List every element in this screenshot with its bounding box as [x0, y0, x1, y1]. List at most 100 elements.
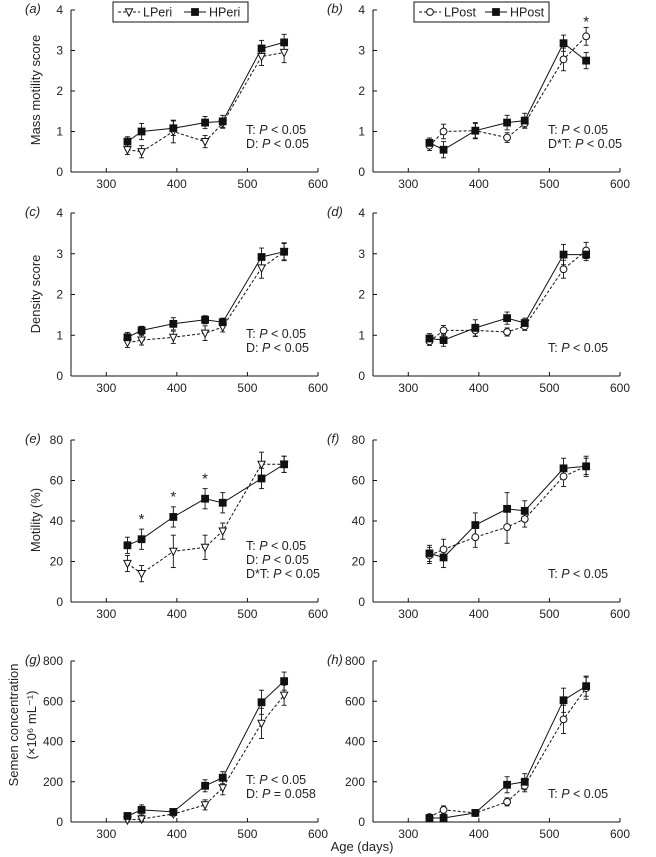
y-tick-label: 80 [352, 433, 366, 447]
y-tick-label: 1 [358, 328, 365, 342]
data-point-hperi [218, 773, 227, 782]
legend-box [413, 1, 550, 23]
panel-f: 0 20 40 60 80 300 400 500 600 (f) T: P < 0.05 [327, 431, 630, 621]
y-tick-label: 3 [358, 247, 365, 261]
data-point-hpost [425, 549, 434, 558]
y-tick-label: 600 [43, 694, 63, 708]
data-point-hpost [559, 250, 568, 259]
x-tick-label: 600 [610, 827, 630, 841]
data-point-hperi [169, 124, 178, 133]
x-tick-label: 500 [539, 381, 559, 395]
x-tick-label: 400 [469, 607, 489, 621]
y-axis-label-concentration: Semen concentration [6, 664, 21, 787]
x-tick-label: 300 [398, 827, 418, 841]
data-point-hpost [471, 521, 480, 529]
significance-star: * [170, 489, 176, 506]
data-point-lpost [559, 472, 568, 481]
data-point-hpost [425, 138, 434, 147]
y-tick-label: 80 [50, 433, 64, 447]
x-tick-label: 400 [167, 827, 187, 841]
data-point-hpost [503, 314, 511, 323]
x-tick-label: 600 [610, 607, 630, 621]
y-tick-label: 4 [56, 206, 63, 220]
stat-annotation: T: P < 0.05 [548, 567, 608, 581]
data-point-hperi [201, 494, 209, 503]
data-point-lpost [439, 545, 448, 554]
stat-annotation: T: P < 0.05 [246, 773, 306, 787]
data-point-hpost [520, 319, 529, 327]
data-point-lpost [503, 328, 511, 336]
y-tick-label: 0 [56, 595, 63, 609]
x-tick-label: 500 [539, 827, 559, 841]
y-tick-label: 800 [345, 654, 365, 668]
x-tick-label: 400 [167, 177, 187, 191]
y-tick-label: 2 [56, 288, 63, 302]
x-tick-label: 500 [237, 177, 257, 191]
x-tick-label: 500 [237, 381, 257, 395]
data-point-lpost [439, 127, 448, 136]
data-point-hpost [520, 506, 529, 515]
y-tick-label: 0 [358, 369, 365, 383]
legend-marker-high [191, 8, 199, 16]
data-point-hpost [520, 116, 529, 125]
x-tick-label: 500 [237, 607, 257, 621]
data-point-lpost [559, 715, 568, 724]
y-tick-label: 400 [43, 735, 63, 749]
data-point-hpost [520, 777, 529, 786]
data-point-hpost [439, 553, 448, 562]
data-point-lpost [503, 133, 511, 142]
x-axis-label-age: Age (days) [331, 839, 394, 854]
data-point-lpost [582, 32, 591, 41]
panel-b: 0 1 2 3 4 300 400 500 600 (b) * T: P < 0.05D*T: P <… [327, 1, 630, 191]
x-tick-label: 300 [96, 177, 116, 191]
y-tick-label: 4 [358, 206, 365, 220]
y-tick-label: 4 [358, 3, 365, 17]
data-point-hperi [169, 808, 178, 816]
legend-label-low: LPost [444, 6, 476, 20]
y-tick-label: 3 [56, 44, 63, 58]
data-point-hpost [503, 504, 511, 513]
data-point-hperi [280, 38, 289, 47]
data-point-hpost [471, 324, 480, 332]
data-point-hperi [218, 318, 227, 327]
data-point-hpost [582, 250, 591, 259]
stat-annotation: D: P < 0.05 [246, 553, 309, 567]
x-tick-label: 500 [539, 177, 559, 191]
y-tick-label: 20 [50, 555, 64, 569]
x-tick-label: 300 [96, 827, 116, 841]
data-point-lperi [137, 570, 146, 579]
data-point-hpost [582, 56, 591, 65]
data-point-hperi [218, 498, 227, 507]
y-tick-label: 800 [43, 654, 63, 668]
stat-annotation: T: P < 0.05 [246, 123, 306, 137]
x-tick-label: 600 [308, 827, 328, 841]
x-tick-label: 600 [610, 381, 630, 395]
data-point-lpost [439, 806, 448, 814]
data-point-hpost [425, 334, 434, 343]
data-point-hperi [280, 460, 289, 469]
y-tick-label: 1 [56, 328, 63, 342]
panel-label: (d) [327, 204, 343, 219]
panel-label: (c) [25, 204, 40, 219]
y-tick-label: 40 [352, 514, 366, 528]
y-tick-label: 600 [345, 694, 365, 708]
data-point-lperi [218, 784, 228, 794]
stat-annotation: D: P < 0.05 [246, 341, 309, 355]
data-point-lperi [257, 52, 266, 62]
data-point-lpost [503, 523, 511, 531]
x-tick-label: 300 [398, 381, 418, 395]
y-tick-label: 0 [358, 165, 365, 179]
y-tick-label: 0 [358, 815, 365, 829]
data-point-lperi [137, 148, 146, 157]
data-point-hperi [123, 541, 132, 550]
stat-annotation: T: P < 0.05 [548, 787, 608, 801]
legend-marker-high [492, 8, 500, 16]
panel-label: (f) [327, 431, 339, 446]
stat-annotation: T: P < 0.05 [548, 341, 608, 355]
data-point-hperi [201, 118, 209, 127]
x-tick-label: 300 [96, 381, 116, 395]
x-tick-label: 500 [237, 827, 257, 841]
data-point-lperi [200, 801, 210, 811]
